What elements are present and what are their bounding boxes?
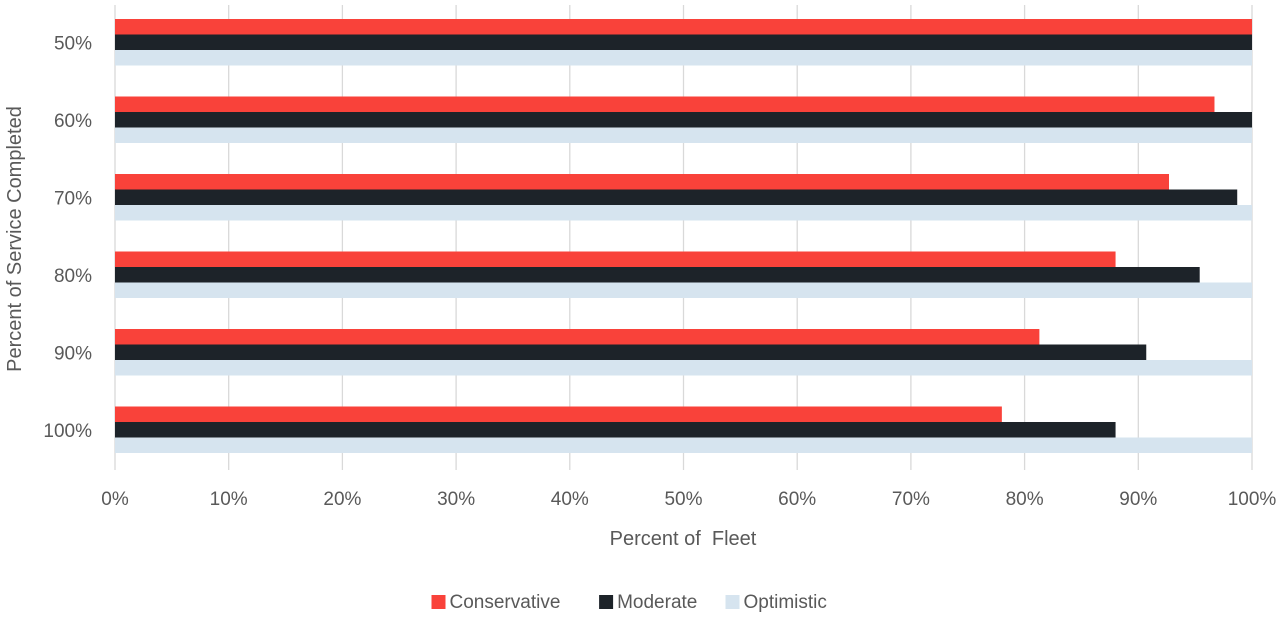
- legend-label: Optimistic: [744, 592, 827, 613]
- x-tick-label: 50%: [664, 489, 702, 510]
- y-axis-tick-labels: 50% 60% 70% 80% 90% 100%: [43, 33, 92, 442]
- y-tick-label: 100%: [43, 421, 92, 442]
- legend: Conservative Moderate Optimistic: [431, 592, 827, 613]
- bar-moderate-80pct: [115, 267, 1200, 283]
- y-axis-title: Percent of Service Completed: [4, 106, 26, 372]
- y-tick-label: 80%: [54, 266, 92, 287]
- x-tick-label: 100%: [1228, 489, 1277, 510]
- legend-label: Moderate: [617, 592, 697, 613]
- x-tick-label: 10%: [210, 489, 248, 510]
- bar-conservative-60pct: [115, 96, 1215, 112]
- bar-conservative-70pct: [115, 174, 1169, 190]
- bar-optimistic-60pct: [115, 127, 1252, 143]
- legend-item: Optimistic: [725, 592, 827, 613]
- x-tick-label: 60%: [778, 489, 816, 510]
- bar-optimistic-70pct: [115, 205, 1252, 221]
- x-tick-label: 20%: [323, 489, 361, 510]
- bar-conservative-100pct: [115, 406, 1002, 422]
- legend-swatch: [431, 595, 446, 609]
- y-tick-label: 60%: [54, 111, 92, 132]
- legend-swatch: [725, 595, 740, 609]
- bars: [115, 19, 1252, 453]
- x-tick-label: 80%: [1006, 489, 1044, 510]
- legend-item: Moderate: [599, 592, 697, 613]
- legend-item: Conservative: [431, 592, 561, 613]
- bar-moderate-50pct: [115, 34, 1252, 50]
- bar-conservative-80pct: [115, 251, 1116, 267]
- legend-label: Conservative: [450, 592, 561, 613]
- bar-optimistic-90pct: [115, 360, 1252, 376]
- x-tick-label: 90%: [1119, 489, 1157, 510]
- bar-moderate-100pct: [115, 422, 1116, 438]
- bar-conservative-50pct: [115, 19, 1252, 35]
- bar-optimistic-100pct: [115, 437, 1252, 453]
- x-axis-title: Percent of Fleet: [610, 528, 757, 550]
- x-tick-label: 0%: [101, 489, 129, 510]
- gridlines: [114, 5, 1253, 470]
- x-tick-label: 70%: [892, 489, 930, 510]
- bar-moderate-90pct: [115, 344, 1147, 360]
- bar-moderate-60pct: [115, 112, 1252, 128]
- bar-moderate-70pct: [115, 189, 1238, 205]
- y-tick-label: 90%: [54, 343, 92, 364]
- y-tick-label: 50%: [54, 33, 92, 54]
- y-tick-label: 70%: [54, 188, 92, 209]
- legend-swatch: [599, 595, 614, 609]
- x-tick-label: 40%: [551, 489, 589, 510]
- bar-optimistic-80pct: [115, 282, 1252, 298]
- bar-conservative-90pct: [115, 329, 1040, 345]
- x-tick-label: 30%: [437, 489, 475, 510]
- x-axis-tick-labels: 0% 10% 20% 30% 40% 50% 60% 70% 80% 90% 100%: [101, 489, 1276, 510]
- bar-optimistic-50pct: [115, 50, 1252, 66]
